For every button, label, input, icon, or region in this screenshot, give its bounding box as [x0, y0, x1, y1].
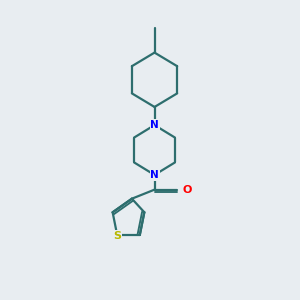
Text: O: O [182, 184, 191, 195]
Text: N: N [150, 170, 159, 180]
Text: S: S [113, 231, 121, 241]
Text: N: N [150, 120, 159, 130]
